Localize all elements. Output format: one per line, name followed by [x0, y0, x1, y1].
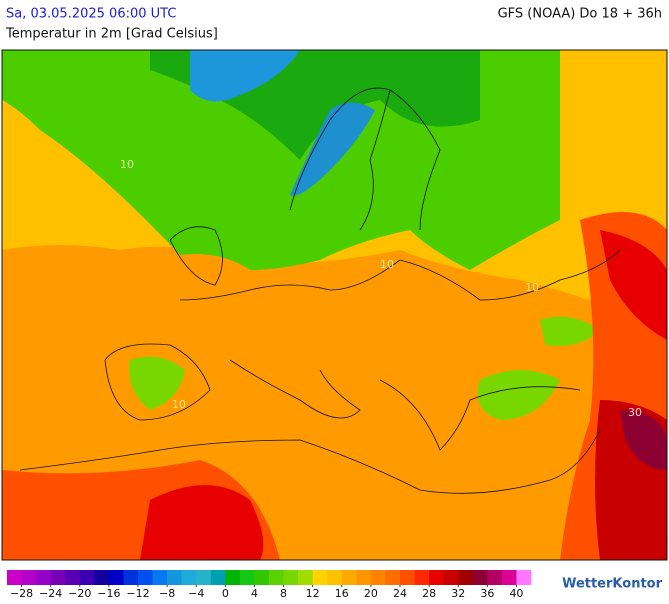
colorbar-swatch [356, 570, 372, 585]
colorbar-label: −16 [97, 587, 120, 600]
colorbar-swatch [123, 570, 139, 585]
coastline [104, 343, 581, 451]
colorbar-swatch [210, 570, 226, 585]
colorbar-swatch [21, 570, 37, 585]
colorbar-label: 32 [451, 587, 465, 600]
colorbar-swatch [516, 570, 532, 585]
colorbar-swatch [472, 570, 488, 585]
colorbar-swatch [7, 570, 22, 585]
colorbar-swatch [370, 570, 386, 585]
colorbar-label: 20 [364, 587, 378, 600]
datetime: Sa, 03.05.2025 06:00 UTC [6, 7, 176, 22]
colorbar-swatch [181, 570, 197, 585]
colorbar-label: 12 [306, 587, 320, 600]
contour-label: 10 [525, 281, 539, 294]
colorbar-swatch [94, 570, 110, 585]
colorbar-swatch [79, 570, 95, 585]
colorbar-swatch [400, 570, 415, 585]
colorbar-swatch [108, 570, 124, 585]
colorbar-label: 8 [280, 587, 287, 600]
coastline [169, 226, 621, 301]
green-zone [477, 370, 560, 420]
colorbar-swatch [327, 570, 343, 585]
contour-label: 30 [628, 406, 642, 419]
colorbar-label: 16 [335, 587, 349, 600]
colorbar-label: −8 [159, 587, 175, 600]
colorbar-label: −12 [126, 587, 149, 600]
colorbar-swatch [36, 570, 51, 585]
colorbar-swatch [254, 570, 270, 585]
colorbar-swatch [414, 570, 430, 585]
brand-logo: WetterKontor [562, 577, 663, 592]
colorbar-label: −4 [188, 587, 204, 600]
colorbar-swatch [283, 570, 299, 585]
colorbar-label: 28 [422, 587, 436, 600]
colorbar-swatch [269, 570, 284, 585]
colorbar-swatch [501, 570, 517, 585]
colorbar-swatch [312, 570, 328, 585]
hot-zone [600, 230, 667, 340]
colorbar-label: 36 [480, 587, 494, 600]
colorbar-label: −24 [39, 587, 62, 600]
colorbar-swatch [239, 570, 255, 585]
colorbar-swatch [443, 570, 459, 585]
colorbar-swatch [458, 570, 474, 585]
colorbar-label: 0 [222, 587, 229, 600]
colorbar-swatch [225, 570, 241, 585]
subtitle: Temperatur in 2m [Grad Celsius] [5, 27, 218, 42]
hot-zone [620, 410, 667, 470]
colorbar-swatch [152, 570, 168, 585]
colorbar-swatch [138, 570, 153, 585]
colorbar-swatch [385, 570, 401, 585]
colorbar-swatch [196, 570, 212, 585]
colorbar-label: 4 [251, 587, 258, 600]
green-zone [540, 316, 600, 346]
cold-zone [290, 102, 375, 196]
colorbar-label: 40 [509, 587, 523, 600]
colorbar-swatch [487, 570, 503, 585]
colorbar-label: −20 [68, 587, 91, 600]
map-frame [1, 49, 668, 561]
colorbar-swatch [167, 570, 182, 585]
colorbar-swatch [50, 570, 66, 585]
coastline [19, 429, 601, 494]
hot-zone [140, 485, 264, 560]
contour-label: 10 [172, 398, 186, 411]
colorbar-swatch [65, 570, 81, 585]
contour-label: 10 [120, 158, 134, 171]
colorbar-swatch [298, 570, 313, 585]
colorbar-swatch [341, 570, 357, 585]
colorbar-label: −28 [10, 587, 33, 600]
map: 10 10 10 10 30 [1, 49, 668, 561]
colorbar-swatch [429, 570, 444, 585]
model-run: GFS (NOAA) Do 18 + 36h [498, 7, 662, 22]
coastline [289, 87, 441, 231]
green-zone [129, 356, 185, 410]
colorbar-label: 24 [393, 587, 407, 600]
cold-zone [190, 50, 300, 102]
contour-label: 10 [380, 258, 394, 271]
